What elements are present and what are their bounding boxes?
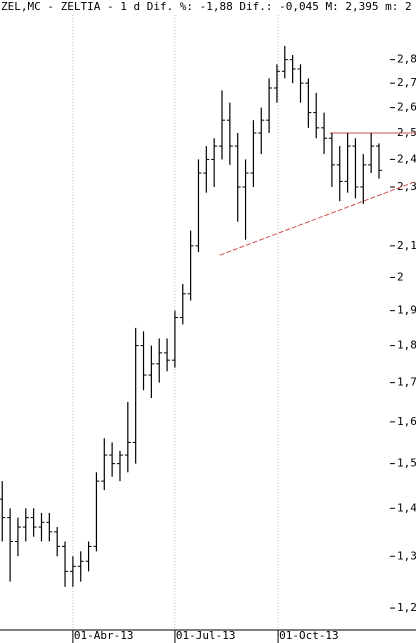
x-tick-label: 01-Abr-13: [74, 629, 134, 642]
y-tick-label: 1,4: [397, 501, 416, 514]
y-tick-label: 1,7: [397, 376, 416, 389]
y-tick-label: 1,3: [397, 549, 416, 562]
y-tick-label: 1,9: [397, 304, 416, 317]
y-tick-label: 2,7: [397, 76, 416, 89]
x-tick-label: 01-Oct-13: [279, 629, 339, 642]
trend-line: [219, 180, 416, 256]
y-tick-label: 2,1: [397, 239, 416, 252]
y-tick-label: 1,2: [397, 601, 416, 614]
chart-title: ZEL,MC - ZELTIA - 1 d Dif. %: -1,88 Dif.…: [1, 0, 412, 13]
y-tick-label: 2,4: [397, 152, 416, 165]
y-tick-label: 1,8: [397, 339, 416, 352]
y-tick-label: 2: [397, 270, 404, 283]
y-tick-label: 2,8: [397, 53, 416, 66]
x-tick-label: 01-Jul-13: [176, 629, 236, 642]
y-tick-label: 2,6: [397, 101, 416, 114]
y-tick-label: 1,6: [397, 415, 416, 428]
y-tick-label: 1,5: [397, 457, 416, 470]
